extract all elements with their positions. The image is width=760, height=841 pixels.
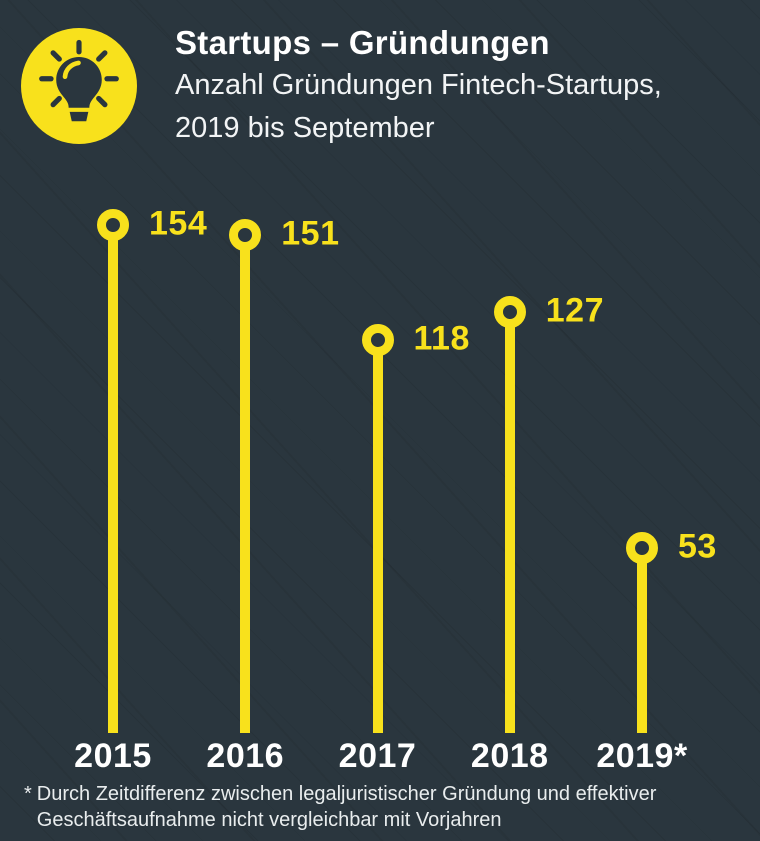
footnote: * Durch Zeitdifferenz zwischen legaljuri… xyxy=(24,781,656,833)
value-label: 118 xyxy=(413,320,470,359)
chart-subtitle-line1: Anzahl Gründungen Fintech-Startups, xyxy=(175,69,662,101)
value-label: 53 xyxy=(678,528,717,567)
x-axis-label: 2019* xyxy=(596,737,688,775)
x-axis-label: 2015 xyxy=(74,737,152,775)
lollipop-stem xyxy=(372,340,383,733)
footnote-marker: * xyxy=(24,783,32,805)
lightbulb-icon xyxy=(21,28,137,144)
lightbulb-icon-svg xyxy=(21,28,137,144)
lollipop-stem xyxy=(108,225,118,733)
lollipop-stem xyxy=(240,234,251,733)
x-axis-label: 2016 xyxy=(206,737,285,775)
lollipop-marker xyxy=(97,209,129,242)
lollipop-marker xyxy=(361,324,394,357)
lollipop-marker xyxy=(493,295,526,328)
x-axis-label: 2018 xyxy=(470,737,549,775)
value-label: 154 xyxy=(149,204,208,243)
x-axis-label: 2017 xyxy=(338,737,417,775)
footnote-line2: Geschäftsaufnahme nicht vergleichbar mit… xyxy=(36,809,502,831)
lollipop-marker xyxy=(626,532,658,565)
lollipop-stem xyxy=(637,548,647,733)
lollipop-marker xyxy=(229,218,262,251)
value-label: 127 xyxy=(545,291,604,330)
footnote-text: Durch Zeitdifferenz zwischen legaljurist… xyxy=(37,781,657,833)
lollipop-stem xyxy=(504,311,515,733)
chart-subtitle-line2: 2019 bis September xyxy=(175,112,435,144)
value-label: 151 xyxy=(281,214,340,253)
page-title: Startups – Gründungen xyxy=(175,24,550,61)
footnote-line1: Durch Zeitdifferenz zwischen legaljurist… xyxy=(36,783,657,805)
header-titles: Startups – Gründungen Anzahl Gründungen … xyxy=(175,22,662,150)
